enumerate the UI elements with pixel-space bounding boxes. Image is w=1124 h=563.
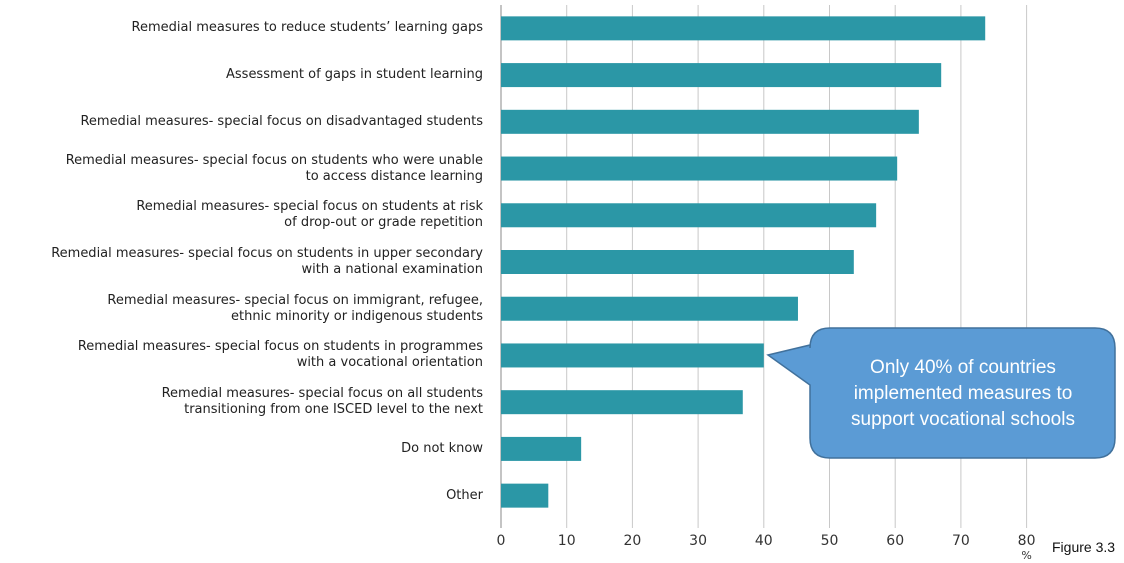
y-tick-label: Remedial measures- special focus on all … [161, 386, 483, 418]
x-tick-label: 10 [558, 533, 576, 549]
x-axis-label: % [1021, 549, 1031, 562]
x-tick-label: 50 [821, 533, 839, 549]
bar [501, 63, 942, 88]
x-tick-label: 70 [952, 533, 970, 549]
bar [501, 343, 764, 368]
y-tick-label: Remedial measures- special focus on immi… [107, 292, 483, 324]
x-tick-label: 60 [886, 533, 904, 549]
bar [501, 16, 986, 41]
y-tick-label: Do not know [401, 440, 483, 456]
x-tick-label: 30 [689, 533, 707, 549]
bar [501, 203, 877, 228]
bar [501, 296, 798, 321]
y-tick-label: Remedial measures- special focus on stud… [65, 152, 483, 184]
bar [501, 436, 582, 461]
y-tick-label: Remedial measures- special focus on stud… [136, 199, 483, 231]
bar [501, 109, 919, 134]
y-tick-label: Assessment of gaps in student learning [226, 67, 483, 83]
y-tick-label: Remedial measures- special focus on disa… [80, 113, 483, 129]
x-tick-label: 20 [623, 533, 641, 549]
y-tick-label: Other [446, 487, 483, 503]
bar [501, 250, 854, 274]
bar [501, 156, 898, 181]
callout [766, 327, 1116, 459]
x-tick-label: 40 [755, 533, 773, 549]
x-tick-label: 0 [497, 533, 506, 549]
x-tick-label: 80 [1018, 533, 1036, 549]
y-tick-label: Remedial measures- special focus on stud… [51, 246, 483, 277]
callout-text: Only 40% of countries implemented measur… [851, 357, 1075, 430]
caption: Figure 3.3 [1052, 539, 1116, 555]
bar [501, 390, 743, 415]
y-tick-label: Remedial measures to reduce students’ le… [131, 20, 483, 36]
y-tick-label: Remedial measures- special focus on stud… [77, 339, 483, 371]
bar [501, 483, 549, 508]
